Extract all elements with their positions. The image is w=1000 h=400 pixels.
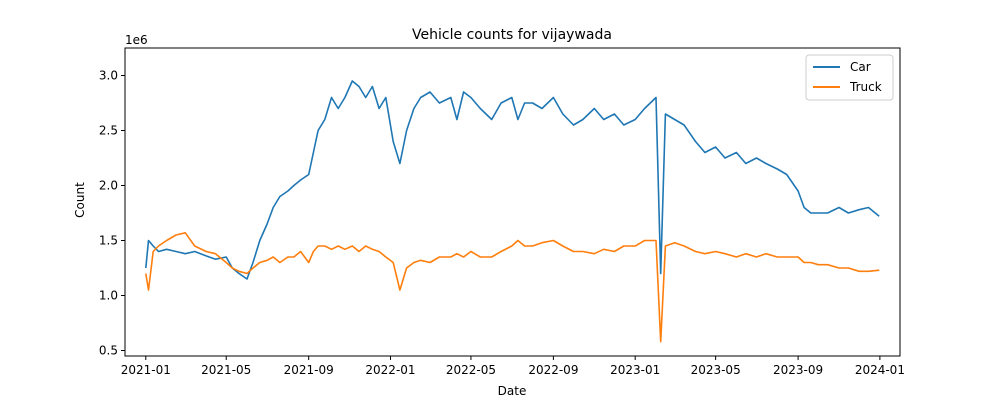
legend-label-truck: Truck bbox=[849, 80, 882, 94]
x-tick-label: 2024-01 bbox=[855, 363, 905, 377]
y-tick-label: 1.0 bbox=[99, 289, 118, 303]
x-axis-label: Date bbox=[498, 384, 527, 398]
x-tick-label: 2023-09 bbox=[773, 363, 823, 377]
y-tick-label: 2.5 bbox=[99, 124, 118, 138]
chart-title: Vehicle counts for vijaywada bbox=[412, 27, 612, 43]
x-tick-label: 2022-05 bbox=[446, 363, 496, 377]
series-group bbox=[145, 80, 880, 343]
y-tick-label: 3.0 bbox=[99, 69, 118, 83]
y-tick-label: 1.5 bbox=[99, 234, 118, 248]
y-tick-label: 2.0 bbox=[99, 179, 118, 193]
x-tick-label: 2023-01 bbox=[610, 363, 660, 377]
plot-area bbox=[124, 47, 901, 357]
series-line-car bbox=[145, 80, 880, 280]
y-offset-label: 1e6 bbox=[125, 33, 148, 47]
x-tick-label: 2022-09 bbox=[528, 363, 578, 377]
x-tick-label: 2022-01 bbox=[365, 363, 415, 377]
x-tick-label: 2023-05 bbox=[691, 363, 741, 377]
y-tick-label: 0.5 bbox=[99, 344, 118, 358]
x-tick-label: 2021-05 bbox=[201, 363, 251, 377]
y-ticks: 0.5 1.0 1.5 2.0 2.5 3.0 bbox=[99, 69, 125, 358]
y-axis-label: Count bbox=[73, 182, 87, 218]
legend-label-car: Car bbox=[850, 60, 871, 74]
x-ticks: 2021-01 2021-05 2021-09 2022-01 2022-05 2022-… bbox=[121, 356, 905, 377]
legend: Car Truck bbox=[805, 54, 894, 101]
series-line-truck bbox=[145, 232, 880, 343]
x-tick-label: 2021-09 bbox=[284, 363, 334, 377]
x-tick-label: 2021-01 bbox=[121, 363, 171, 377]
plot-frame bbox=[124, 47, 901, 357]
